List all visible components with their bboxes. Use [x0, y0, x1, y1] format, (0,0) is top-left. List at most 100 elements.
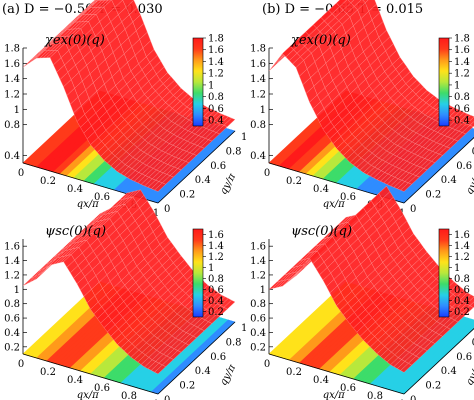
qx-tick-label: 0 — [264, 168, 270, 179]
z-tick-label: 1 — [260, 285, 266, 296]
colorbar — [438, 37, 450, 127]
colorbar-tick-label: 1.6 — [208, 45, 224, 56]
z-tick-label: 0.8 — [250, 299, 266, 310]
qx-tick-label: 0.8 — [121, 391, 137, 400]
z-tick-label: 1.4 — [4, 256, 20, 267]
z-tick-label: 1.2 — [250, 270, 266, 281]
z-tick-label: 1 — [260, 105, 266, 116]
panel-title: ψsc(0)(q) — [45, 224, 106, 239]
z-tick-label: 1 — [14, 285, 20, 296]
z-tick-label: 0.8 — [250, 120, 266, 131]
z-tick-label: 1.6 — [250, 242, 266, 253]
panel-2: 0.40.811.21.41.61.800.20.40.60.8100.20.4… — [250, 0, 474, 219]
z-tick-label: 0.8 — [4, 120, 20, 131]
z-tick-label: 1.2 — [4, 270, 20, 281]
colorbar-tick-label: 0.2 — [454, 307, 470, 318]
qy-tick-label: 0 — [164, 395, 170, 400]
qx-tick-label: 0.2 — [40, 176, 56, 187]
z-tick-label: 1.8 — [4, 44, 20, 55]
qy-tick-label: 0.2 — [425, 190, 441, 201]
colorbar — [438, 228, 450, 318]
z-tick-label: 0.4 — [4, 151, 20, 162]
surface-face — [400, 182, 413, 192]
qy-tick-label: 0.2 — [179, 190, 195, 201]
qx-axis-label: qx/π — [323, 390, 345, 400]
qx-tick-label: 0.2 — [286, 367, 302, 378]
qy-tick-label: 0.4 — [195, 175, 211, 186]
qx-tick-label: 0.4 — [67, 375, 83, 386]
qy-tick-label: 0.2 — [425, 381, 441, 392]
panel-3: 0.20.40.60.811.21.41.600.20.40.60.8100.2… — [4, 189, 247, 400]
colorbar-tick-label: 1 — [454, 263, 460, 274]
colorbar-tick-label: 1.4 — [454, 57, 470, 68]
colorbar — [192, 228, 204, 318]
qy-axis-line — [157, 130, 236, 204]
qy-tick-label: 0.8 — [226, 337, 242, 348]
qy-tick-label: 0.2 — [179, 381, 195, 392]
colorbar-tick-label: 0.8 — [208, 92, 224, 103]
qx-axis-line — [22, 353, 159, 395]
colorbar-tick-label: 1.2 — [208, 69, 224, 80]
qx-tick-label: 0.4 — [313, 375, 329, 386]
z-tick-label: 1 — [14, 105, 20, 116]
colorbar-tick-label: 0.2 — [208, 307, 224, 318]
qy-tick-label: 0 — [410, 204, 416, 215]
z-tick-label: 1.4 — [250, 74, 266, 85]
surface-face — [154, 364, 167, 375]
colorbar-tick-label: 0.8 — [208, 274, 224, 285]
z-tick-label: 0.2 — [250, 342, 266, 353]
qy-tick-label: 0.6 — [456, 161, 472, 172]
qy-axis-line — [403, 136, 474, 204]
colorbar-tick-label: 1.6 — [454, 230, 470, 241]
surface-face — [400, 363, 412, 373]
colorbar-tick-label: 0.4 — [208, 116, 224, 127]
colorbar-tick-label: 0.4 — [454, 296, 470, 307]
qx-tick-label: 0.6 — [340, 192, 356, 203]
qy-axis-line — [157, 321, 236, 395]
qy-tick-label: 1 — [241, 132, 247, 143]
qx-tick-label: 0.2 — [286, 176, 302, 187]
qy-tick-label: 0.4 — [195, 366, 211, 377]
z-tick-label: 1.6 — [4, 59, 20, 70]
qx-tick-label: 0.8 — [367, 391, 383, 400]
qx-tick-label: 0.6 — [94, 383, 110, 394]
qx-axis-label: qx/π — [77, 390, 99, 400]
z-tick-label: 1.2 — [4, 90, 20, 101]
panel-1: 0.40.811.21.41.61.800.20.40.60.8100.20.4… — [4, 0, 247, 219]
colorbar-tick-label: 0.4 — [208, 296, 224, 307]
qy-tick-label: 0.8 — [472, 337, 474, 348]
panel-4: 0.20.40.60.811.21.41.600.20.40.60.8100.2… — [250, 185, 474, 400]
z-tick-label: 1.2 — [250, 90, 266, 101]
colorbar-tick-label: 1.4 — [208, 241, 224, 252]
colorbar-tick-label: 1.4 — [454, 241, 470, 252]
qy-tick-label: 1 — [241, 323, 247, 334]
panel-title: ψsc(0)(q) — [291, 224, 352, 239]
qx-tick-label: 0 — [18, 359, 24, 370]
panel-title: χex(0)(q) — [44, 33, 105, 48]
qx-tick-label: 0.2 — [40, 367, 56, 378]
z-tick-label: 0.8 — [4, 299, 20, 310]
qy-axis-label: qy/π — [464, 172, 474, 197]
qx-tick-label: 0 — [18, 168, 24, 179]
z-tick-label: 0.6 — [4, 314, 20, 325]
qy-tick-label: 0.6 — [210, 352, 226, 363]
colorbar-tick-label: 1.2 — [454, 69, 470, 80]
colorbar-tick-label: 0.6 — [208, 285, 224, 296]
qx-tick-label: 1 — [153, 208, 159, 219]
colorbar-tick-label: 1 — [208, 80, 214, 91]
qy-tick-label: 0.8 — [472, 146, 474, 157]
qy-tick-label: 0 — [164, 204, 170, 215]
colorbar-tick-label: 1.8 — [208, 34, 224, 45]
qx-tick-label: 0.4 — [313, 184, 329, 195]
z-tick-label: 1.4 — [250, 256, 266, 267]
z-tick-label: 0.2 — [4, 342, 20, 353]
qy-tick-label: 0.4 — [441, 175, 457, 186]
colorbar-tick-label: 0.8 — [454, 274, 470, 285]
qy-tick-label: 0.4 — [441, 366, 457, 377]
qx-axis-line — [268, 353, 405, 395]
colorbar-tick-label: 1 — [208, 263, 214, 274]
qy-axis-label: qy/π — [464, 363, 474, 388]
qx-tick-label: 0.4 — [67, 184, 83, 195]
qx-tick-label: 0.6 — [94, 192, 110, 203]
